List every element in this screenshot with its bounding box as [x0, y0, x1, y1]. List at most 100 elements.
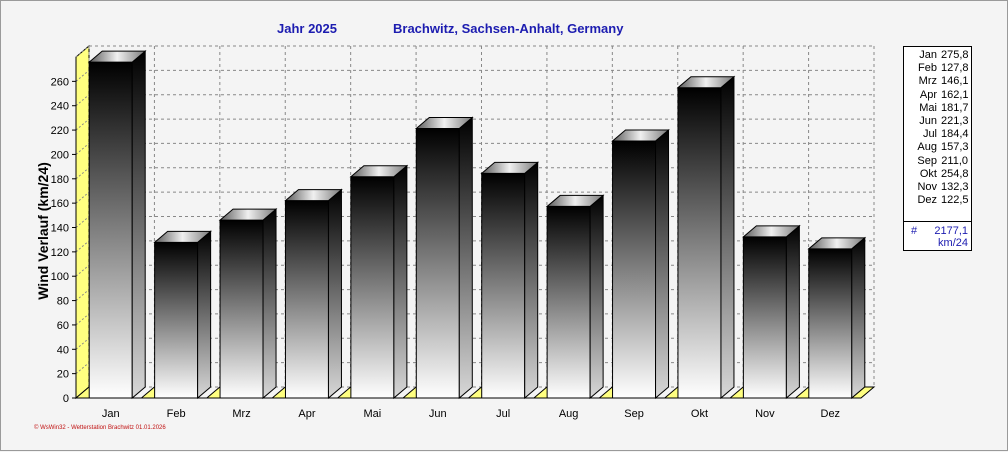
x-tick-label: Aug	[559, 408, 579, 420]
y-tick-label: 220	[51, 125, 69, 137]
y-tick-label: 40	[57, 344, 69, 356]
bar-top	[807, 237, 867, 250]
y-tick-label: 80	[57, 296, 69, 308]
bar-top	[414, 116, 474, 129]
y-tick-label: 20	[57, 369, 69, 381]
y-tick-label: 240	[51, 101, 69, 113]
bar-dez	[808, 248, 853, 399]
legend-value: 132,3	[941, 181, 969, 193]
y-tick-label: 200	[51, 149, 69, 161]
legend-value: 211,0	[941, 154, 968, 167]
bar-side	[197, 230, 212, 400]
bar-top	[87, 50, 147, 63]
bar-top	[349, 165, 409, 178]
y-tick-label: 180	[51, 174, 69, 186]
bar-jul	[481, 172, 526, 399]
bar-mrz	[219, 219, 264, 399]
bar-mai	[350, 176, 395, 399]
bar-top	[742, 225, 801, 238]
legend-month: Jun	[919, 115, 937, 127]
legend-value: 254,8	[941, 167, 969, 180]
bar-side	[131, 50, 146, 400]
y-tick-label: 0	[63, 393, 69, 405]
bar-top	[153, 230, 212, 243]
y-tick-label: 260	[51, 76, 69, 88]
bar-side	[851, 236, 866, 400]
bar-jun	[415, 127, 460, 399]
bar-side	[720, 75, 735, 400]
x-tick-label: Sep	[624, 408, 644, 420]
bar-side	[458, 116, 473, 400]
x-tick-label: Mrz	[232, 408, 250, 420]
legend-row: Nov 132,3	[904, 181, 971, 194]
legend-row: Aug 157,3	[904, 141, 971, 154]
legend-value: 184,4	[941, 128, 969, 141]
footer-credit: © WsWin32 - Wetterstation Brachwitz 01.0…	[34, 425, 166, 431]
bar-jan	[88, 61, 133, 399]
bar-apr	[284, 200, 329, 399]
bar-side	[262, 207, 277, 400]
chart-year-title: Jahr 2025	[277, 21, 337, 36]
gridline-diag	[75, 69, 90, 82]
x-tick-label: Jul	[496, 408, 510, 420]
gridline-diag	[75, 191, 90, 204]
legend-month: Sep	[917, 154, 937, 167]
gridline-diag	[75, 216, 90, 228]
bar-top	[676, 76, 736, 89]
gridline-diag	[75, 45, 90, 58]
legend-value: 157,3	[941, 141, 969, 154]
x-tick-label: Jun	[429, 408, 447, 420]
x-tick-label: Okt	[691, 408, 708, 420]
legend-row: Jul 184,4	[904, 128, 971, 141]
bar-sep	[612, 140, 657, 399]
bar-top	[284, 189, 343, 202]
legend-month: Mrz	[918, 75, 937, 88]
bar-top	[218, 208, 278, 221]
legend-month: Jan	[919, 49, 937, 61]
bar-side	[589, 194, 604, 400]
legend-row: Okt 254,8	[904, 168, 971, 181]
legend-month: Mai	[919, 101, 937, 114]
gridline-diag	[75, 143, 90, 155]
x-tick-label: Nov	[755, 408, 775, 420]
bar-side	[524, 161, 539, 400]
bar-side	[655, 128, 670, 400]
legend-month: Aug	[917, 141, 937, 154]
legend-month: Dez	[917, 194, 937, 207]
legend-total-value: 2177,1	[934, 225, 968, 237]
legend-month: Okt	[919, 167, 937, 180]
legend-month: Feb	[918, 62, 937, 75]
chart-location-title: Brachwitz, Sachsen-Anhalt, Germany	[393, 21, 624, 36]
legend-row: Dez 122,5	[904, 194, 971, 207]
legend-month: Apr	[919, 88, 937, 101]
legend-value: 162,1	[941, 88, 969, 101]
legend-row: Jun 221,3	[904, 115, 971, 128]
bar-okt	[677, 87, 722, 399]
gridline-diag	[75, 118, 90, 131]
x-tick-label: Feb	[167, 408, 186, 420]
y-tick-label: 140	[51, 223, 69, 235]
legend-value: 127,8	[941, 62, 969, 75]
bar-side	[393, 164, 408, 400]
bar-top	[480, 161, 540, 174]
x-tick-label: Dez	[821, 408, 841, 420]
gridline-diag	[75, 289, 90, 301]
legend-value: 122,5	[941, 194, 969, 207]
x-tick-label: Jan	[102, 408, 120, 420]
bar-aug	[546, 205, 591, 399]
legend-month: Jul	[922, 128, 937, 141]
legend-row: Jan 275,8	[904, 49, 971, 62]
legend-value: 181,7	[941, 101, 969, 114]
value-legend: Jan 275,8 Feb 127,8 Mrz 146,1 Apr 162,1 Mai 181,7…	[903, 46, 972, 251]
legend-value: 275,8	[941, 49, 969, 61]
legend-total-symbol: #	[911, 225, 918, 237]
gridline-diag	[75, 313, 90, 326]
gridline-diag	[75, 264, 90, 277]
y-tick-label: 100	[51, 271, 69, 283]
y-tick-label: 60	[57, 320, 69, 332]
bar-nov	[742, 236, 787, 399]
legend-row: Mrz 146,1	[904, 75, 971, 88]
legend-value: 221,3	[941, 115, 969, 127]
